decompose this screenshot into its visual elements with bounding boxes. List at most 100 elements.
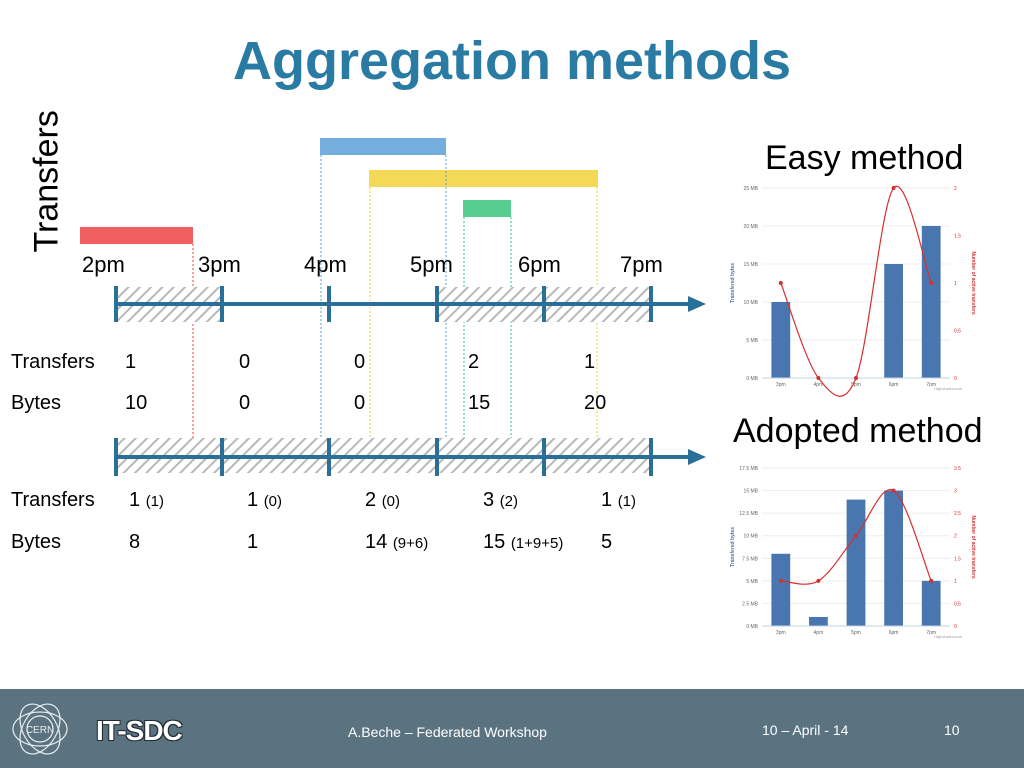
it-sdc-logo: IT-SDC	[96, 715, 183, 746]
y2-axis-title: Number of active transfers	[970, 251, 976, 315]
easy-transfers-value: 1	[125, 351, 137, 373]
adopted-bytes-note: (9+6)	[392, 535, 429, 552]
adopted-transfers-note: (2)	[499, 493, 519, 510]
x-tick-label: 6pm	[889, 382, 899, 388]
adopted-transfers-note: (1)	[145, 493, 165, 510]
x-tick-label: 4pm	[814, 630, 824, 636]
easy-transfers-label: Transfers	[11, 351, 95, 373]
x-tick-label: 4pm	[814, 382, 824, 388]
adopted-transfers-label: Transfers	[11, 489, 95, 511]
y-tick-label: 5 MB	[746, 338, 758, 344]
adopted-transfers-note: (0)	[263, 493, 283, 510]
y2-tick-label: 0.5	[954, 601, 961, 607]
adopted-transfers-cell: 3 (2)	[483, 489, 518, 512]
y-tick-label: 5 MB	[746, 579, 758, 585]
y2-tick-label: 0	[954, 376, 957, 382]
transfer-bar-blue	[320, 138, 446, 155]
time-label-7pm: 7pm	[620, 252, 663, 277]
transfer-bar-red	[80, 227, 193, 244]
adopted-transfers-note: (0)	[381, 493, 401, 510]
bar	[884, 264, 903, 378]
adopted-transfers-cell: 1 (1)	[129, 489, 164, 512]
easy-transfers-value: 0	[354, 351, 366, 373]
adopted-method-chart: 0 MB 2.5 MB 5 MB 7.5 MB 10 MB 12.5 MB 15 MB 17.…	[730, 466, 976, 639]
footer-date: 10 – April - 14	[762, 722, 849, 738]
y-tick-label: 2.5 MB	[742, 601, 759, 607]
y-tick-label: 10 MB	[744, 300, 759, 306]
bar	[846, 499, 866, 626]
adopted-bytes-value: 8	[129, 531, 141, 553]
easy-method-title: Easy method	[765, 139, 964, 177]
y2-tick-label: 2.5	[954, 511, 961, 517]
easy-bytes-value: 0	[354, 392, 366, 414]
easy-bytes-value: 20	[584, 392, 607, 414]
footer-bar: CERN A.Beche – Federated Workshop 10 – A…	[0, 689, 1024, 768]
y-tick-label: 10 MB	[744, 534, 759, 540]
easy-bytes-value: 10	[125, 392, 148, 414]
y-tick-label: 20 MB	[744, 224, 759, 230]
chart-credit: Highcharts.com	[934, 386, 962, 391]
adopted-bytes-cell: 5	[601, 531, 612, 554]
time-label-6pm: 6pm	[518, 252, 561, 277]
line-point	[854, 376, 858, 380]
x-tick-label: 7pm	[926, 630, 936, 636]
y2-tick-label: 0.5	[954, 329, 961, 335]
transfer-bar-green	[463, 200, 511, 217]
line-point	[854, 533, 858, 538]
y-tick-label: 15 MB	[744, 262, 759, 268]
y2-tick-label: 0	[954, 624, 957, 630]
y2-tick-label: 1.5	[954, 234, 961, 240]
y2-axis-title: Number of active transfers	[970, 515, 976, 579]
y2-tick-label: 1	[954, 281, 957, 287]
x-tick-label: 6pm	[889, 630, 899, 636]
bar	[771, 302, 791, 378]
line-point	[929, 281, 934, 285]
cern-logo-icon: CERN	[12, 703, 68, 755]
bar	[771, 553, 791, 626]
y2-tick-label: 3	[954, 489, 957, 495]
time-label-2pm: 2pm	[82, 252, 125, 277]
adopted-transfers-value: 1	[601, 489, 613, 511]
line-point	[816, 578, 821, 583]
easy-transfers-value: 1	[584, 351, 596, 373]
y2-tick-label: 1	[954, 579, 957, 585]
easy-bytes-value: 0	[239, 392, 251, 414]
timeline-diagram	[80, 138, 706, 476]
adopted-bytes-value: 15	[483, 531, 506, 553]
y2-tick-label: 1.5	[954, 556, 961, 562]
y2-tick-label: 3.5	[954, 466, 961, 472]
adopted-transfers-value: 1	[129, 489, 141, 511]
adopted-bytes-note: (1+9+5)	[510, 535, 564, 552]
y-tick-label: 7.5 MB	[742, 556, 759, 562]
adopted-bytes-label: Bytes	[11, 531, 62, 553]
time-label-4pm: 4pm	[304, 252, 347, 277]
y-tick-label: 0 MB	[746, 376, 758, 382]
bar	[921, 226, 941, 378]
adopted-bytes-cell: 14 (9+6)	[365, 531, 428, 554]
line-point	[778, 281, 783, 285]
line-point	[891, 186, 896, 190]
adopted-bytes-value: 14	[365, 531, 388, 553]
adopted-bytes-value: 5	[601, 531, 613, 553]
line-point	[929, 578, 934, 583]
y-tick-label: 12.5 MB	[739, 511, 758, 517]
easy-bytes-value: 15	[468, 392, 491, 414]
time-label-3pm: 3pm	[198, 252, 241, 277]
y-axis-title: Transfered bytes	[730, 263, 736, 303]
line-point	[778, 578, 783, 583]
adopted-transfers-value: 3	[483, 489, 495, 511]
x-tick-label: 7pm	[926, 382, 936, 388]
adopted-transfers-note: (1)	[617, 493, 637, 510]
adopted-transfers-value: 1	[247, 489, 259, 511]
y2-tick-label: 2	[954, 186, 957, 192]
y-axis-title: Transfered bytes	[730, 527, 736, 567]
page-number: 10	[944, 722, 960, 738]
adopted-transfers-value: 2	[365, 489, 377, 511]
adopted-bytes-value: 1	[247, 531, 259, 553]
x-tick-label: 5pm	[851, 382, 861, 388]
cern-logo-text: CERN	[26, 725, 54, 736]
y-tick-label: 25 MB	[744, 186, 759, 192]
bar	[884, 490, 903, 626]
adopted-bytes-cell: 1	[247, 531, 258, 554]
easy-method-chart: 0 MB 5 MB 10 MB 15 MB 20 MB 25 MB 0 0.5 1 1.5 2 Tra…	[730, 185, 976, 397]
